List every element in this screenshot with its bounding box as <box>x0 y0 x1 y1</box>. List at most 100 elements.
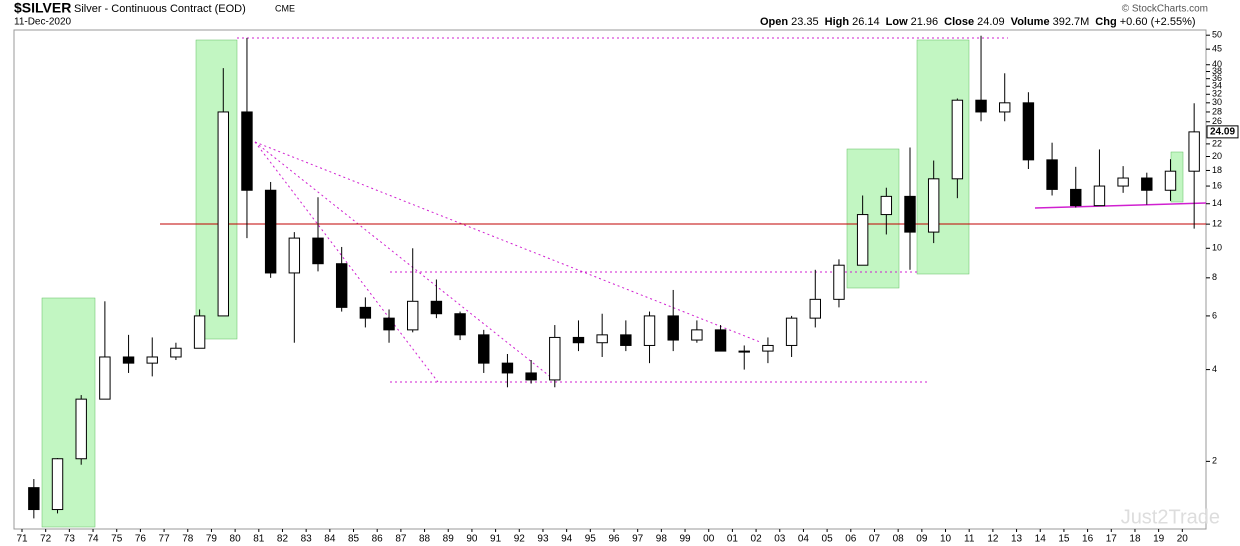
x-tick-label: 78 <box>182 534 194 545</box>
x-tick-label: 03 <box>774 534 786 545</box>
stat-value: 26.14 <box>852 16 880 28</box>
y-tick-label: 20 <box>1212 151 1222 161</box>
candle-body <box>951 99 964 180</box>
candle-body <box>241 111 253 191</box>
candle-body <box>856 214 869 266</box>
candle-body <box>51 458 64 511</box>
x-tick-label: 05 <box>822 534 834 545</box>
candle-body <box>264 189 277 274</box>
x-tick-label: 96 <box>608 534 620 545</box>
y-tick-label: 45 <box>1212 44 1222 54</box>
candle-body <box>714 329 727 352</box>
y-tick-label: 6 <box>1212 310 1217 320</box>
x-tick-label: 88 <box>419 534 431 545</box>
candle-body <box>407 300 419 331</box>
symbol: $SILVER <box>14 0 71 16</box>
candle-body <box>1141 177 1153 191</box>
candle-body <box>170 347 182 358</box>
stat-label: Chg <box>1095 16 1116 28</box>
candle-body <box>1164 170 1177 191</box>
x-tick-label: 15 <box>1058 534 1070 545</box>
y-tick-label: 14 <box>1212 198 1222 208</box>
x-tick-label: 14 <box>1035 534 1047 545</box>
date: 11-Dec-2020 <box>14 17 72 28</box>
x-tick-label: 77 <box>159 534 171 545</box>
highlight-boxes <box>41 39 1184 528</box>
x-tick-label: 11 <box>964 534 975 545</box>
y-tick-label: 30 <box>1212 97 1222 107</box>
candle-body <box>999 102 1011 113</box>
x-tick-label: 02 <box>751 534 763 545</box>
watermark: Just2Trade <box>1121 506 1220 528</box>
candle-body <box>28 487 40 511</box>
y-tick-label: 4 <box>1212 364 1217 374</box>
x-tick-label: 97 <box>632 534 644 545</box>
candle-body <box>785 317 798 346</box>
candle-body <box>383 317 395 331</box>
stat-value: 23.35 <box>791 16 819 28</box>
candle-body <box>525 372 537 381</box>
candle-body <box>927 178 940 233</box>
x-tick-label: 85 <box>348 534 360 545</box>
x-tick-label: 89 <box>443 534 455 545</box>
candle-body <box>75 398 87 460</box>
x-tick-label: 13 <box>1011 534 1023 545</box>
candle-body <box>1117 177 1129 187</box>
x-tick-label: 86 <box>372 534 384 545</box>
x-tick-label: 84 <box>324 534 336 545</box>
x-tick-label: 72 <box>40 534 52 545</box>
candle-body <box>880 195 893 216</box>
stat-value: 392.7M <box>1053 16 1090 28</box>
exchange: CME <box>275 3 295 13</box>
candle-body <box>359 306 372 319</box>
candle-body <box>430 300 443 315</box>
support-line <box>1034 202 1207 209</box>
stat-label: Volume <box>1011 16 1050 28</box>
candle-body <box>478 334 490 364</box>
x-tick-label: 95 <box>585 534 597 545</box>
candle-body <box>335 263 348 308</box>
candle-body <box>762 344 774 352</box>
candle-body <box>454 313 466 336</box>
price-tag-label: 24.09 <box>1210 127 1235 138</box>
candle-body <box>1188 131 1200 172</box>
x-tick-label: 19 <box>1153 534 1165 545</box>
candle-body <box>312 237 324 265</box>
candle-body <box>738 350 750 353</box>
plot-frame <box>13 29 1207 530</box>
candle-body <box>501 362 514 374</box>
x-tick-label: 93 <box>537 534 549 545</box>
stats: Open 23.35 High 26.14 Low 21.96 Close 24.09 Volu… <box>760 16 1196 28</box>
y-tick-label: 22 <box>1212 138 1222 148</box>
x-tick-label: 20 <box>1177 534 1189 545</box>
candle-body <box>667 315 679 341</box>
x-tick-label: 00 <box>703 534 715 545</box>
y-tick-label: 50 <box>1212 30 1222 40</box>
credit: © StockCharts.com <box>1122 4 1208 15</box>
candle-body <box>122 356 135 364</box>
candle-body <box>904 195 916 233</box>
candle-body <box>99 356 111 400</box>
x-tick-label: 76 <box>135 534 147 545</box>
x-tick-label: 75 <box>111 534 123 545</box>
candle-body <box>1046 159 1058 190</box>
stat-label: Low <box>886 16 908 28</box>
stat-value: 21.96 <box>911 16 939 28</box>
x-tick-label: 98 <box>656 534 668 545</box>
x-tick-label: 06 <box>845 534 857 545</box>
y-tick-label: 34 <box>1212 81 1222 91</box>
candle-body <box>549 336 561 381</box>
y-tick-label: 12 <box>1212 219 1222 229</box>
x-tick-label: 18 <box>1129 534 1141 545</box>
candle-body <box>217 111 229 317</box>
candle-body <box>620 334 632 346</box>
x-tick-label: 01 <box>727 534 739 545</box>
candle-body <box>975 99 987 113</box>
candle-body <box>833 264 845 300</box>
chart-title: Silver - Continuous Contract (EOD) <box>74 3 246 15</box>
y-tick-label: 18 <box>1212 165 1222 175</box>
x-tick-label: 94 <box>561 534 573 545</box>
y-tick-label: 28 <box>1212 106 1222 116</box>
x-tick-label: 08 <box>893 534 905 545</box>
